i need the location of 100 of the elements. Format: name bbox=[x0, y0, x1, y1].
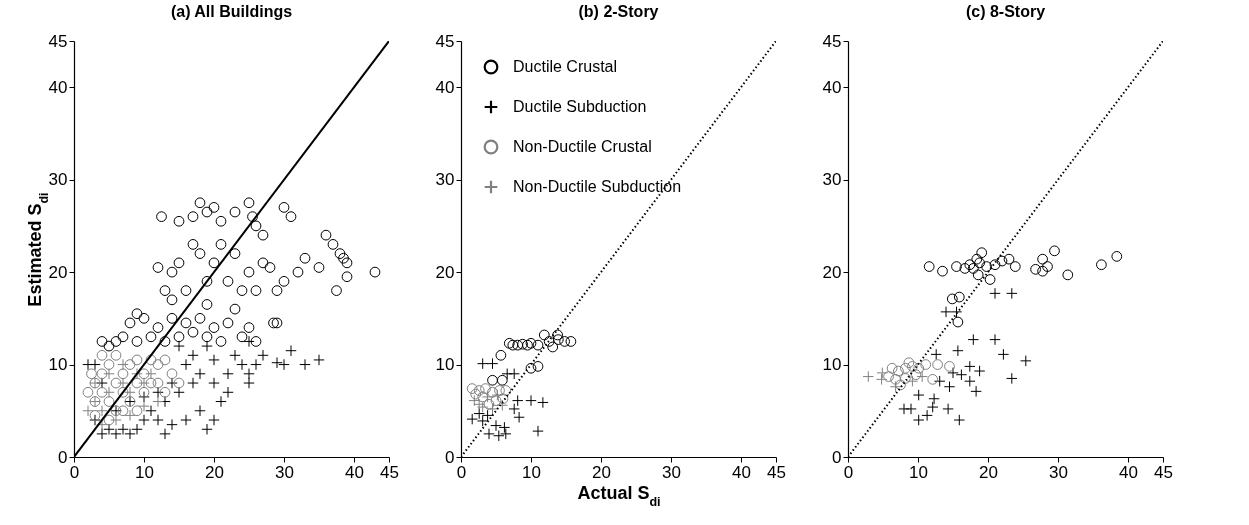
y-tick-label: 30 bbox=[48, 170, 68, 190]
point bbox=[152, 359, 164, 370]
point bbox=[1111, 251, 1123, 262]
point bbox=[477, 391, 489, 403]
point bbox=[952, 344, 964, 357]
y-tick-label: 10 bbox=[822, 355, 842, 375]
point bbox=[124, 409, 136, 422]
y-tick-label: 40 bbox=[435, 77, 455, 97]
point bbox=[313, 354, 325, 366]
y-tick-label: 20 bbox=[822, 262, 842, 282]
point bbox=[913, 362, 925, 374]
point bbox=[1003, 253, 1015, 265]
x-tick-label: 10 bbox=[522, 462, 541, 482]
point bbox=[946, 293, 958, 305]
point bbox=[201, 340, 213, 352]
point bbox=[278, 358, 290, 371]
point bbox=[222, 386, 234, 399]
point bbox=[473, 385, 485, 396]
point bbox=[1037, 253, 1048, 265]
point bbox=[984, 274, 996, 285]
point bbox=[926, 401, 939, 413]
point bbox=[138, 368, 150, 380]
point bbox=[920, 359, 932, 370]
point bbox=[511, 394, 524, 407]
point bbox=[890, 373, 901, 385]
point bbox=[496, 399, 509, 411]
x-tick-label: 45 bbox=[380, 462, 399, 482]
point bbox=[981, 261, 992, 272]
point bbox=[955, 368, 968, 381]
point bbox=[110, 377, 122, 389]
y-tick-label: 10 bbox=[48, 355, 68, 375]
point bbox=[876, 367, 889, 379]
point bbox=[522, 339, 533, 351]
point bbox=[1006, 372, 1018, 385]
point bbox=[117, 405, 129, 417]
point bbox=[883, 371, 894, 382]
point bbox=[103, 414, 115, 426]
x-tick-label: 30 bbox=[1049, 462, 1068, 482]
point bbox=[215, 395, 227, 408]
point bbox=[285, 344, 297, 357]
point bbox=[928, 393, 940, 405]
point bbox=[1062, 269, 1074, 281]
point bbox=[194, 405, 206, 417]
point bbox=[906, 375, 919, 387]
point bbox=[103, 396, 115, 407]
point bbox=[889, 381, 902, 393]
point bbox=[944, 361, 955, 372]
point bbox=[953, 414, 966, 426]
point bbox=[532, 425, 544, 437]
y-tick-label: 30 bbox=[822, 170, 842, 190]
x-tick-label: 40 bbox=[345, 462, 364, 482]
point bbox=[466, 413, 478, 425]
point bbox=[82, 405, 94, 417]
point bbox=[543, 336, 555, 347]
point bbox=[470, 388, 482, 400]
point bbox=[96, 386, 108, 398]
point bbox=[166, 418, 178, 431]
point bbox=[145, 368, 157, 380]
point bbox=[486, 357, 499, 370]
point bbox=[173, 386, 185, 399]
point bbox=[173, 340, 185, 352]
y-tick-label: 40 bbox=[822, 77, 842, 97]
x-tick-label: 40 bbox=[732, 462, 751, 482]
point bbox=[967, 263, 979, 274]
point bbox=[208, 354, 220, 366]
point bbox=[236, 358, 248, 371]
point bbox=[1049, 245, 1060, 257]
point bbox=[299, 358, 311, 371]
point bbox=[117, 386, 129, 398]
point bbox=[507, 339, 519, 351]
point bbox=[201, 423, 213, 436]
point bbox=[989, 259, 1001, 271]
point bbox=[967, 333, 980, 346]
x-tick-label: 20 bbox=[205, 462, 224, 482]
legend-label: Ductile Subduction bbox=[513, 98, 647, 115]
point bbox=[222, 368, 234, 380]
x-tick-label: 45 bbox=[767, 462, 786, 482]
point bbox=[910, 369, 922, 381]
point bbox=[976, 247, 988, 259]
point bbox=[1020, 355, 1032, 367]
point bbox=[96, 428, 108, 440]
point bbox=[491, 389, 504, 401]
point bbox=[1009, 261, 1021, 272]
point bbox=[131, 368, 143, 380]
point bbox=[229, 349, 241, 362]
point bbox=[895, 379, 906, 391]
point bbox=[117, 358, 129, 371]
point bbox=[907, 361, 918, 372]
point bbox=[903, 357, 915, 369]
point bbox=[138, 391, 150, 403]
point bbox=[243, 377, 255, 389]
point bbox=[862, 370, 875, 383]
x-tick-label: 30 bbox=[275, 462, 294, 482]
point bbox=[959, 263, 971, 274]
x-tick-label: 20 bbox=[979, 462, 998, 482]
point bbox=[1037, 265, 1048, 277]
point bbox=[900, 362, 911, 374]
point bbox=[138, 377, 150, 389]
point bbox=[187, 349, 199, 362]
point bbox=[138, 386, 150, 398]
